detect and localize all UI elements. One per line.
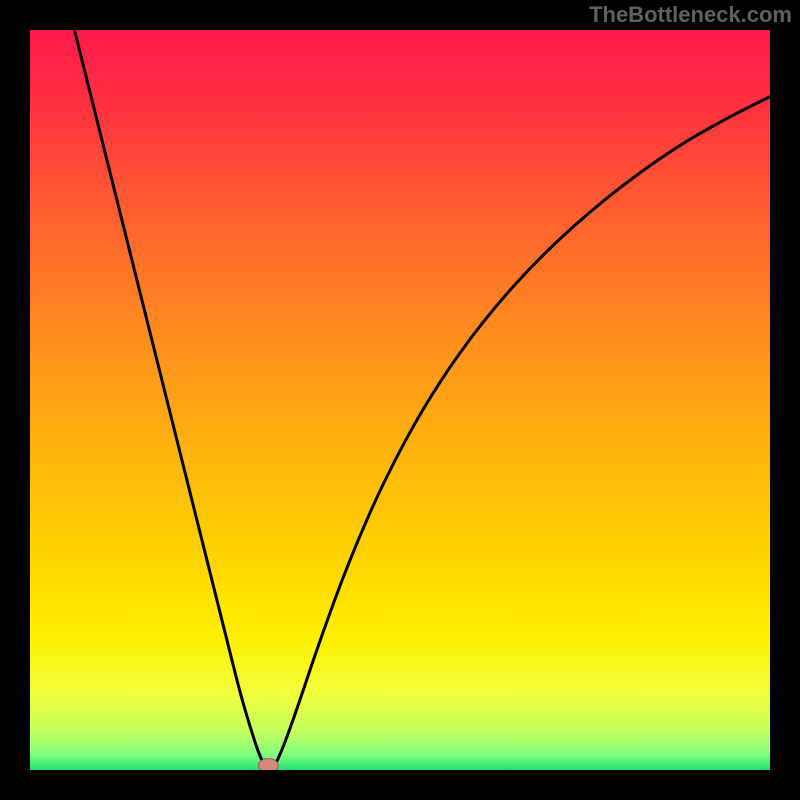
left-branch: [74, 30, 265, 766]
right-branch: [274, 97, 770, 767]
watermark-text: TheBottleneck.com: [589, 2, 792, 28]
plot-area: [30, 30, 770, 770]
curve-svg: [30, 30, 770, 770]
minimum-marker: [258, 759, 278, 770]
chart-container: TheBottleneck.com: [0, 0, 800, 800]
